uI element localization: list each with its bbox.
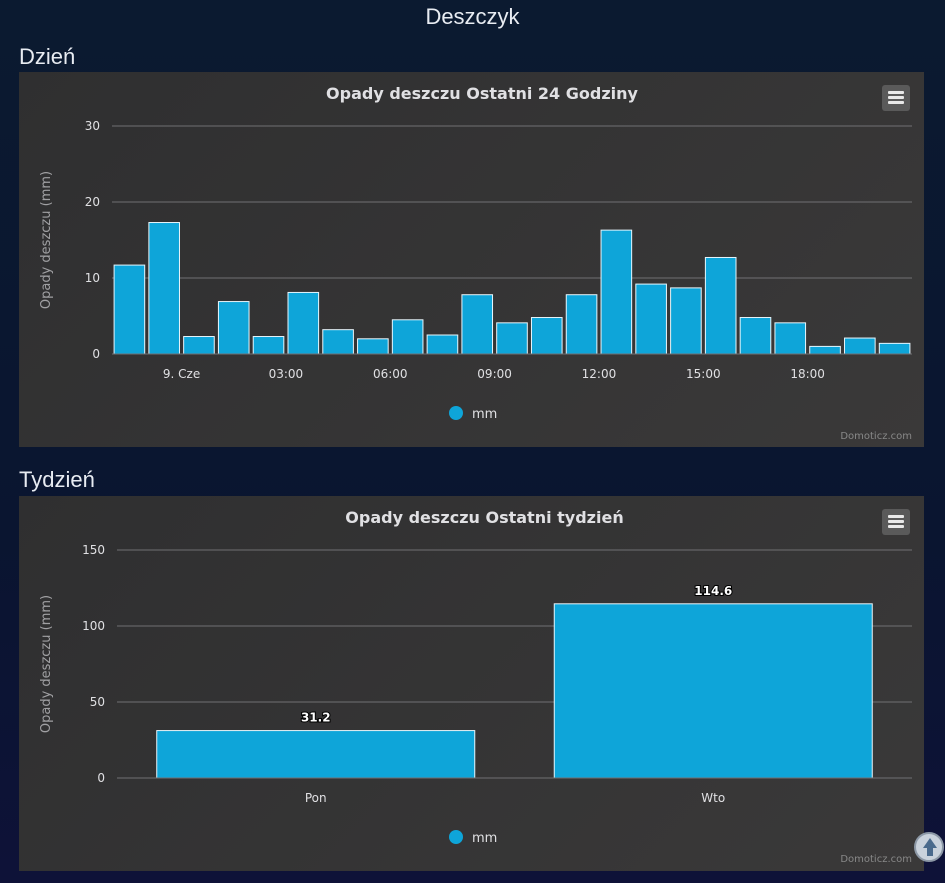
page-title: Deszczyk <box>425 4 520 29</box>
menu-line-icon <box>888 520 904 523</box>
bar <box>156 730 476 779</box>
bar <box>739 317 772 355</box>
section-title-week: Tydzień <box>19 467 95 492</box>
chart-panel-week: Opady deszczu Ostatni tydzień 0 50 100 150 Op… <box>19 496 924 871</box>
bar <box>426 334 459 355</box>
bar <box>357 338 389 355</box>
y-tick-label: 30 <box>85 119 100 133</box>
chart-title: Opady deszczu Ostatni 24 Godziny <box>326 84 638 103</box>
x-tick-label: 12:00 <box>582 367 617 381</box>
data-label: 31.2 <box>301 711 331 725</box>
data-label: 114.6 <box>694 584 732 598</box>
x-tick-label: 03:00 <box>269 367 304 381</box>
bar <box>148 222 180 355</box>
scroll-to-top-icon[interactable] <box>914 832 944 862</box>
section-title-day: Dzień <box>19 44 76 69</box>
bar <box>878 342 911 355</box>
x-tick-label: 18:00 <box>790 367 825 381</box>
y-axis-label: Opady deszczu (mm) <box>39 171 54 309</box>
y-axis-label: Opady deszczu (mm) <box>39 595 54 733</box>
credit-link[interactable]: Domoticz.com <box>840 854 912 865</box>
bar <box>322 329 354 355</box>
x-tick-label: 06:00 <box>373 367 408 381</box>
x-tick-label: Wto <box>701 791 725 805</box>
bar <box>553 603 873 779</box>
menu-line-icon <box>888 91 904 94</box>
bar <box>252 336 285 355</box>
y-tick-label: 20 <box>85 195 100 209</box>
chart-title: Opady deszczu Ostatni tydzień <box>345 508 623 527</box>
bar <box>113 264 146 355</box>
legend-label: mm <box>472 831 497 846</box>
x-tick-label: 9. Cze <box>163 367 200 381</box>
chart-week-menu-button[interactable] <box>882 509 910 535</box>
bar <box>670 287 702 355</box>
legend-marker <box>449 406 463 420</box>
x-tick-label: 09:00 <box>477 367 512 381</box>
legend-marker <box>449 830 463 844</box>
chart-day: Opady deszczu Ostatni 24 Godziny 0 10 20 30 O… <box>39 84 912 422</box>
bar <box>774 322 807 355</box>
bar <box>287 291 320 355</box>
bar <box>530 317 563 355</box>
bar <box>217 301 250 355</box>
y-tick-label: 0 <box>92 347 100 361</box>
chart-panel-day: Opady deszczu Ostatni 24 Godziny 0 10 20 30 O… <box>19 72 924 447</box>
bar <box>391 319 424 355</box>
y-tick-label: 50 <box>90 695 105 709</box>
legend-label: mm <box>472 407 497 422</box>
y-tick-label: 0 <box>97 771 105 785</box>
bar <box>565 294 598 355</box>
menu-line-icon <box>888 96 904 99</box>
chart-day-menu-button[interactable] <box>882 85 910 111</box>
menu-line-icon <box>888 101 904 104</box>
menu-line-icon <box>888 515 904 518</box>
bar <box>183 336 215 355</box>
y-tick-label: 150 <box>82 543 105 557</box>
bar <box>635 283 667 355</box>
bar <box>844 337 876 355</box>
menu-line-icon <box>888 525 904 528</box>
bar <box>461 294 494 355</box>
bar <box>704 256 737 355</box>
chart-week: Opady deszczu Ostatni tydzień 0 50 100 150 Op… <box>39 508 912 846</box>
credit-link[interactable]: Domoticz.com <box>840 431 912 442</box>
y-tick-label: 10 <box>85 271 100 285</box>
bar <box>809 345 841 355</box>
y-tick-label: 100 <box>82 619 105 633</box>
bar <box>496 322 528 355</box>
x-tick-label: 15:00 <box>686 367 721 381</box>
bar <box>600 229 633 355</box>
x-tick-label: Pon <box>305 791 327 805</box>
